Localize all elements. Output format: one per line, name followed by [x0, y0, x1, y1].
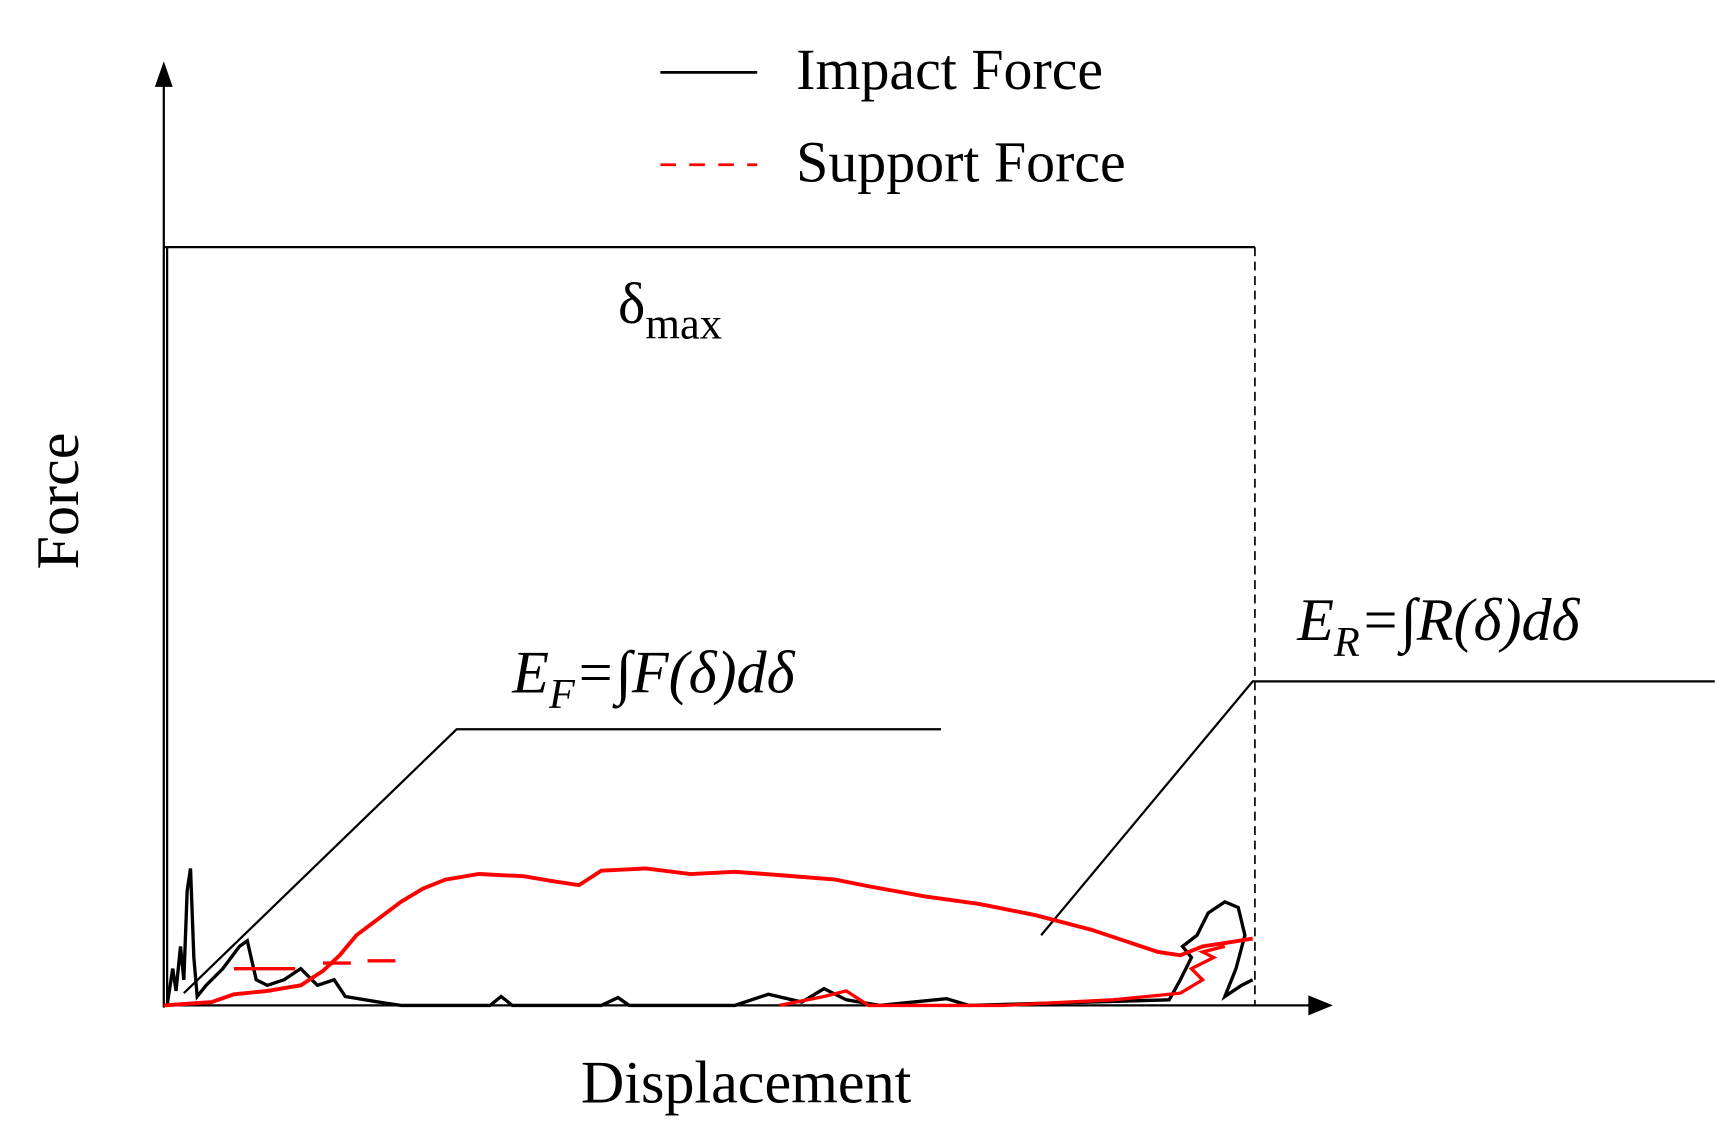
expr: =∫F(δ)dδ	[575, 640, 796, 710]
er-formula: ER=∫R(δ)dδ	[1296, 587, 1580, 666]
legend-label: Support Force	[796, 129, 1126, 194]
expr: =∫R(δ)dδ	[1360, 587, 1581, 657]
subscript: F	[548, 671, 576, 718]
support-force-fragment	[233, 959, 396, 971]
legend-label: Impact Force	[796, 37, 1103, 102]
subscript: R	[1333, 619, 1360, 666]
support-force-curve	[163, 866, 1253, 1008]
ef-leader	[183, 728, 941, 994]
subscript: max	[645, 298, 722, 348]
x-arrow	[1308, 995, 1333, 1016]
support-force-return	[779, 944, 1226, 1008]
ef-formula: EF=∫F(δ)dδ	[511, 640, 795, 719]
symbol: δ	[618, 271, 645, 336]
impact-force-curve	[165, 868, 1254, 1008]
delta-max: δmax	[618, 271, 722, 349]
x-axis-label: Displacement	[581, 1049, 912, 1116]
y-arrow	[154, 61, 173, 87]
er-leader	[1040, 680, 1715, 936]
y-axis-label: Force	[25, 433, 92, 570]
base: E	[1296, 587, 1334, 654]
base: E	[511, 640, 549, 707]
